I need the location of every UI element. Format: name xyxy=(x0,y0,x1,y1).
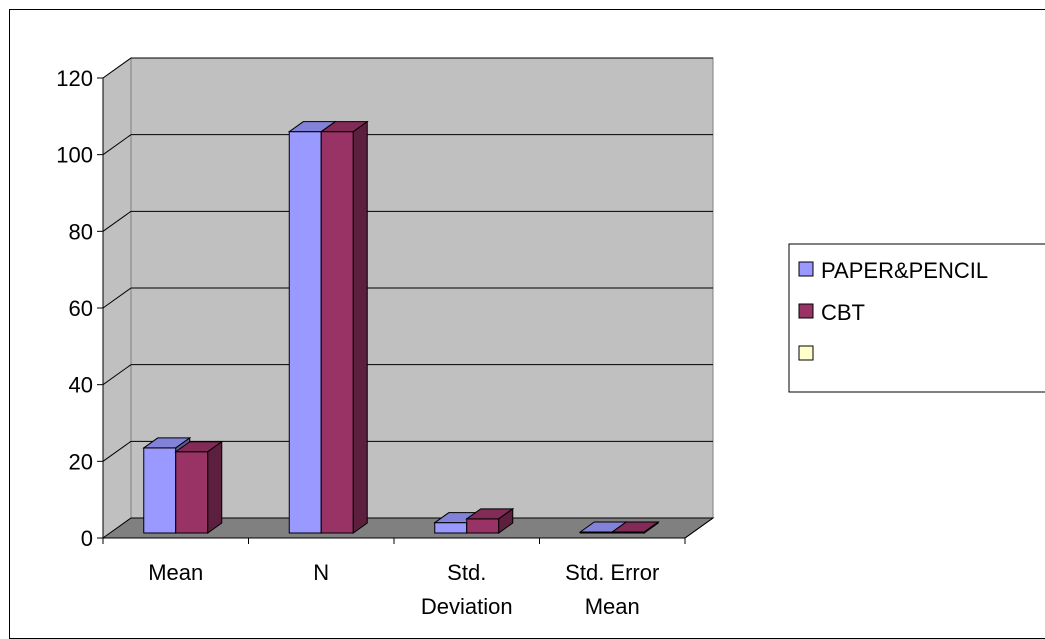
legend-box xyxy=(788,243,1045,393)
x-category-label: Std. xyxy=(447,560,486,585)
bar-side xyxy=(352,120,368,534)
axes xyxy=(97,77,714,544)
y-tick-label: 120 xyxy=(56,66,93,91)
y-tick-label: 80 xyxy=(69,219,93,244)
x-category-label: N xyxy=(313,560,329,585)
bar-front xyxy=(288,131,322,534)
bar-side xyxy=(498,507,514,534)
gridlines xyxy=(102,57,713,462)
y-tick-labels: 0 20 40 60 80 100 120 xyxy=(56,66,93,551)
gridline-side xyxy=(102,287,132,309)
bar xyxy=(174,440,224,534)
legend-swatch xyxy=(798,303,814,319)
y-tick-label: 100 xyxy=(56,143,93,168)
x-category-label: Deviation xyxy=(421,594,513,619)
bar-front xyxy=(320,131,354,534)
bar-side xyxy=(207,440,223,534)
legend: PAPER&PENCIL CBT xyxy=(788,243,1045,393)
y-tick-label: 20 xyxy=(69,449,93,474)
gridline-side xyxy=(102,57,132,79)
y-tick-label: 60 xyxy=(69,296,93,321)
x-category-labels: Mean N Std. Deviation Std. Error Mean xyxy=(148,560,659,619)
bars xyxy=(142,120,660,534)
bar-front xyxy=(175,451,209,534)
bar-side xyxy=(643,521,659,534)
legend-label: PAPER&PENCIL xyxy=(821,258,988,283)
bar xyxy=(319,120,369,534)
bar xyxy=(610,521,660,534)
gridline-side xyxy=(102,210,132,232)
bar xyxy=(465,507,515,534)
x-category-label: Mean xyxy=(148,560,203,585)
gridline-side xyxy=(102,440,132,462)
legend-swatch xyxy=(798,345,814,361)
x-category-label: Mean xyxy=(585,594,640,619)
bar-front xyxy=(434,522,468,534)
bar-front xyxy=(466,518,500,534)
x-category-label: Std. Error xyxy=(565,560,659,585)
bar-front xyxy=(143,447,177,534)
gridline-side xyxy=(102,364,132,386)
gridline-side xyxy=(102,134,132,156)
y-tick-label: 40 xyxy=(69,373,93,398)
legend-label: CBT xyxy=(821,300,865,325)
legend-swatch xyxy=(798,261,814,277)
y-tick-label: 0 xyxy=(81,526,93,551)
x-axis-end xyxy=(684,517,714,539)
